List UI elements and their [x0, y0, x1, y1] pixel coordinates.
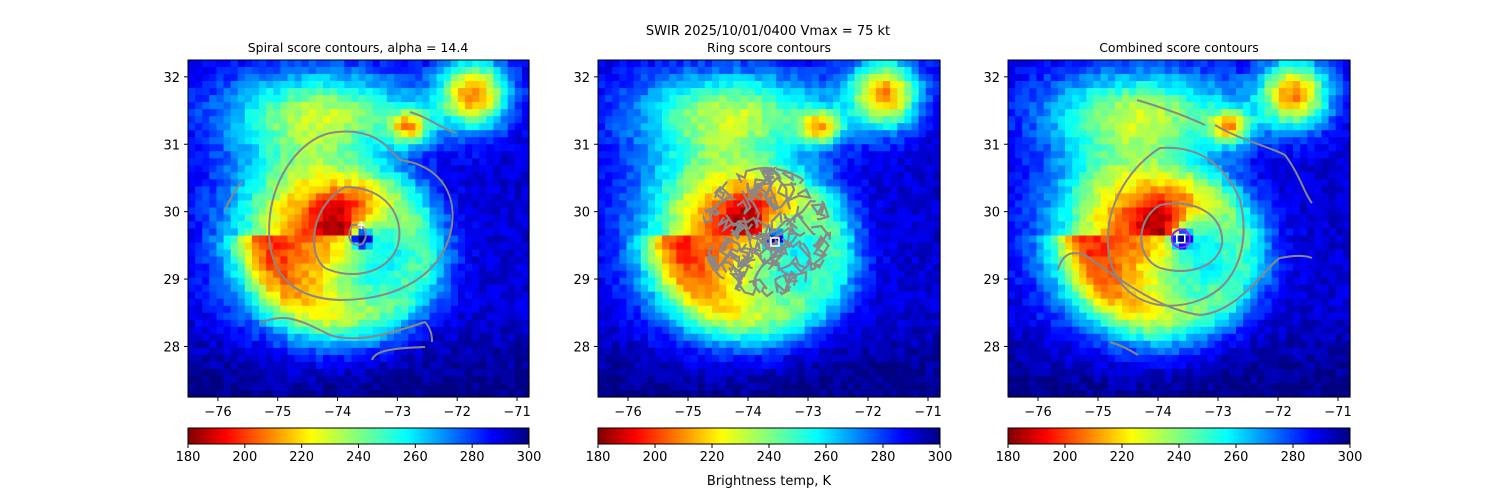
- colorbar-tick-label: 300: [1338, 450, 1363, 465]
- storm-image: [1008, 60, 1351, 398]
- x-tick-label: −72: [854, 405, 881, 420]
- axis-ticks: −76 −75 −74 −73 −72 −71 28 29 30 31 32: [163, 71, 530, 420]
- storm-image: [188, 60, 530, 398]
- colorbar-tick-label: 280: [460, 450, 485, 465]
- colorbar-bar: [187, 427, 530, 445]
- x-tick-label: −76: [614, 405, 641, 420]
- marker-square: [1176, 233, 1186, 244]
- colorbar-tick-label: 220: [700, 450, 725, 465]
- eye-contour: [1170, 228, 1191, 249]
- colorbar-tick-label: 280: [1281, 450, 1306, 465]
- colorbar-bar: [597, 427, 941, 445]
- y-tick-label: 29: [163, 273, 180, 288]
- x-tick-label: −71: [503, 405, 530, 420]
- y-tick-label: 32: [983, 71, 1000, 86]
- x-tick-label: −71: [914, 405, 941, 420]
- storm-image: [598, 60, 941, 398]
- colorbar-tick-label: 180: [996, 450, 1021, 465]
- colorbar: 180 200 220 240 260 280 300: [176, 427, 542, 465]
- center-marker: [1170, 228, 1191, 249]
- x-tick-label: −72: [1264, 405, 1291, 420]
- colorbar-tick-label: 200: [643, 450, 668, 465]
- plot-frame: [597, 59, 941, 398]
- score-contours: [1057, 99, 1313, 356]
- colorbar-bar: [1007, 427, 1351, 445]
- panel-title: Spiral score contours, alpha = 14.4: [248, 40, 469, 55]
- x-tick-label: −72: [443, 405, 470, 420]
- x-tick-label: −75: [1084, 405, 1111, 420]
- plot-frame: [1007, 59, 1351, 398]
- figure-suptitle: SWIR 2025/10/01/0400 Vmax = 75 kt: [646, 24, 890, 39]
- colorbar-tick-label: 200: [232, 450, 257, 465]
- plot-frame: [187, 59, 530, 398]
- center-marker: [357, 221, 366, 230]
- colorbar-tick-label: 220: [289, 450, 314, 465]
- colorbar-tick-label: 240: [757, 450, 782, 465]
- panel-combined: Combined score contours −76 −75 −74 −73 −72−…: [983, 40, 1362, 465]
- y-tick-label: 31: [163, 138, 180, 153]
- x-tick-label: −75: [674, 405, 701, 420]
- colorbar: 180 200 220 240 260 280 300: [586, 427, 953, 465]
- x-tick-label: −73: [794, 405, 821, 420]
- ring-score-contours: [702, 166, 832, 298]
- marker-square: [770, 237, 780, 247]
- panel-title: Ring score contours: [707, 40, 831, 55]
- y-tick-label: 31: [983, 138, 1000, 153]
- y-tick-label: 32: [573, 71, 590, 86]
- y-tick-label: 32: [163, 71, 180, 86]
- x-tick-label: −73: [1204, 405, 1231, 420]
- x-tick-label: −73: [384, 405, 411, 420]
- colorbar-tick-label: 200: [1053, 450, 1078, 465]
- x-tick-label: −76: [1024, 405, 1051, 420]
- colorbar-tick-label: 180: [586, 450, 611, 465]
- x-tick-label: −76: [204, 405, 231, 420]
- score-contours: [224, 111, 457, 361]
- panel-title: Combined score contours: [1099, 40, 1259, 55]
- y-tick-label: 31: [573, 138, 590, 153]
- colorbar-tick-label: 280: [871, 450, 896, 465]
- colorbar-tick-label: 300: [928, 450, 953, 465]
- colorbar-label: Brightness temp, K: [707, 474, 832, 489]
- y-tick-label: 30: [983, 206, 1000, 221]
- x-tick-label: −71: [1324, 405, 1351, 420]
- colorbar-tick-label: 260: [814, 450, 839, 465]
- y-tick-label: 28: [163, 340, 180, 355]
- x-tick-label: −75: [264, 405, 291, 420]
- y-tick-label: 29: [983, 273, 1000, 288]
- colorbar-tick-label: 180: [176, 450, 201, 465]
- y-tick-label: 30: [573, 206, 590, 221]
- x-tick-label: −74: [734, 405, 761, 420]
- axis-ticks: −76 −75 −74 −73 −72 −71 28 29 30 31 32: [573, 71, 941, 420]
- colorbar-tick-label: 260: [1224, 450, 1249, 465]
- y-tick-label: 29: [573, 273, 590, 288]
- y-tick-label: 28: [983, 340, 1000, 355]
- colorbar-tick-label: 240: [1167, 450, 1192, 465]
- x-tick-label: −74: [1144, 405, 1171, 420]
- colorbar-tick-label: 220: [1110, 450, 1135, 465]
- colorbar-tick-label: 260: [403, 450, 428, 465]
- colorbar: 180 200 220 240 260 280 300: [996, 427, 1363, 465]
- y-tick-label: 30: [163, 206, 180, 221]
- center-marker: [770, 237, 780, 247]
- y-tick-label: 28: [573, 340, 590, 355]
- x-tick-label: −74: [324, 405, 351, 420]
- panel-ring: Ring score contours −76 −75 −74 −73 −72 −71 28…: [573, 40, 952, 465]
- colorbar-tick-label: 300: [517, 450, 542, 465]
- panel-spiral: Spiral score contours, alpha = 14.4 −76−…: [163, 40, 541, 465]
- colorbar-tick-label: 240: [346, 450, 371, 465]
- axis-ticks: −76 −75 −74 −73 −72 −71 28 29 30 31 32: [983, 71, 1351, 420]
